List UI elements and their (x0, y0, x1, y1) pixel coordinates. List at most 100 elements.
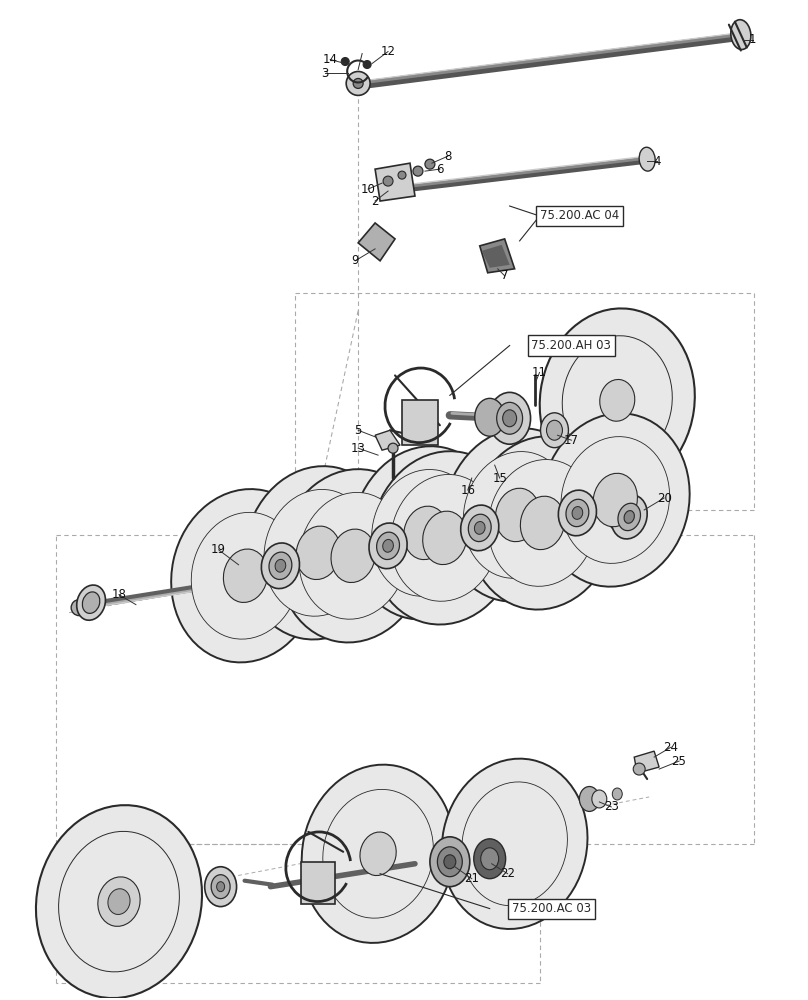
Ellipse shape (204, 867, 237, 907)
Ellipse shape (561, 437, 670, 563)
Ellipse shape (217, 882, 225, 892)
Text: 15: 15 (492, 472, 507, 485)
Ellipse shape (461, 505, 499, 551)
Ellipse shape (473, 839, 506, 879)
Text: 3: 3 (322, 67, 329, 80)
Ellipse shape (730, 20, 751, 50)
Ellipse shape (279, 469, 427, 642)
Text: 75.200.AC 04: 75.200.AC 04 (540, 209, 619, 222)
Text: 2: 2 (372, 195, 379, 208)
Ellipse shape (299, 492, 407, 619)
Ellipse shape (612, 788, 622, 800)
Ellipse shape (264, 489, 372, 616)
Ellipse shape (503, 410, 516, 427)
Polygon shape (482, 245, 510, 268)
Polygon shape (375, 430, 400, 450)
Ellipse shape (404, 506, 448, 560)
Ellipse shape (360, 832, 396, 876)
Circle shape (388, 443, 398, 453)
Polygon shape (634, 751, 659, 773)
Ellipse shape (468, 436, 617, 610)
Ellipse shape (371, 451, 520, 625)
Text: 12: 12 (381, 45, 396, 58)
Ellipse shape (463, 452, 572, 578)
Text: 17: 17 (564, 434, 579, 447)
Text: 7: 7 (501, 269, 508, 282)
Ellipse shape (481, 848, 499, 870)
Ellipse shape (558, 490, 596, 536)
Text: 6: 6 (436, 163, 444, 176)
Ellipse shape (269, 552, 292, 579)
Circle shape (341, 58, 349, 65)
Ellipse shape (474, 522, 485, 534)
Ellipse shape (618, 503, 641, 531)
Ellipse shape (351, 446, 500, 620)
Ellipse shape (593, 473, 638, 527)
Ellipse shape (223, 549, 267, 602)
Ellipse shape (579, 787, 600, 811)
Circle shape (383, 176, 393, 186)
Ellipse shape (36, 805, 202, 998)
Polygon shape (358, 223, 395, 261)
Text: 9: 9 (351, 254, 359, 267)
Ellipse shape (77, 585, 106, 620)
Ellipse shape (331, 529, 376, 583)
Text: 5: 5 (355, 424, 362, 437)
Circle shape (398, 171, 406, 179)
Ellipse shape (469, 514, 491, 542)
Ellipse shape (495, 488, 540, 542)
Ellipse shape (444, 428, 592, 602)
Circle shape (346, 71, 370, 95)
Polygon shape (480, 239, 515, 273)
Text: 21: 21 (465, 872, 479, 885)
Circle shape (609, 514, 625, 530)
Ellipse shape (442, 759, 587, 929)
Text: 11: 11 (532, 366, 547, 379)
Text: 1: 1 (749, 33, 756, 46)
Ellipse shape (562, 336, 672, 465)
Text: 23: 23 (604, 800, 619, 813)
Text: 10: 10 (360, 183, 376, 196)
Circle shape (413, 166, 423, 176)
Polygon shape (375, 163, 415, 201)
Ellipse shape (520, 496, 565, 550)
Ellipse shape (624, 511, 634, 523)
Text: 25: 25 (671, 755, 687, 768)
Circle shape (633, 763, 645, 775)
Ellipse shape (600, 379, 635, 421)
Circle shape (425, 159, 435, 169)
Text: 22: 22 (500, 867, 516, 880)
Text: 20: 20 (657, 492, 671, 505)
Ellipse shape (489, 392, 531, 444)
Ellipse shape (369, 523, 407, 569)
Text: 18: 18 (112, 588, 126, 601)
Ellipse shape (540, 308, 695, 492)
Ellipse shape (475, 398, 505, 436)
Text: 13: 13 (351, 442, 365, 455)
Ellipse shape (611, 495, 647, 539)
FancyBboxPatch shape (301, 862, 335, 904)
Ellipse shape (275, 559, 286, 572)
Ellipse shape (98, 877, 140, 926)
Ellipse shape (462, 782, 567, 906)
Text: 19: 19 (211, 543, 226, 556)
Text: 16: 16 (461, 484, 475, 497)
Ellipse shape (383, 539, 393, 552)
Ellipse shape (323, 789, 433, 918)
Ellipse shape (497, 402, 523, 434)
Ellipse shape (372, 470, 480, 596)
Circle shape (71, 600, 87, 616)
Ellipse shape (430, 837, 469, 887)
Ellipse shape (377, 532, 399, 560)
Ellipse shape (444, 855, 456, 869)
Ellipse shape (541, 413, 690, 587)
Text: 8: 8 (444, 150, 452, 163)
Ellipse shape (82, 592, 100, 613)
Ellipse shape (301, 765, 454, 943)
Ellipse shape (108, 889, 130, 914)
Ellipse shape (261, 543, 300, 589)
Ellipse shape (437, 847, 462, 877)
Ellipse shape (546, 420, 562, 440)
Ellipse shape (59, 831, 179, 972)
FancyBboxPatch shape (402, 400, 438, 445)
